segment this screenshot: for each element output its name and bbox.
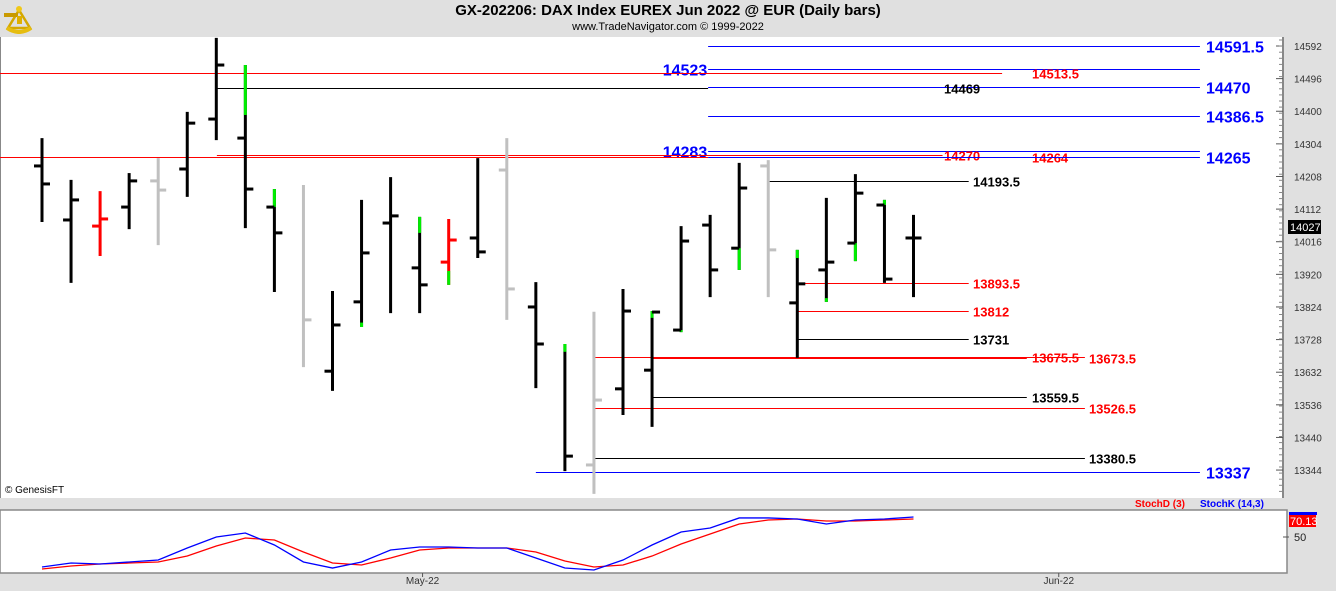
date-axis: May-22 Jun-22	[406, 573, 1074, 587]
stoch-axis-50: 50	[1294, 532, 1306, 544]
level-label: 13559.5	[1032, 391, 1079, 406]
y-tick-label: 13536	[1294, 401, 1322, 412]
sextant-icon	[4, 6, 33, 34]
level-label: 14470	[1206, 81, 1251, 98]
y-tick-label: 13344	[1294, 466, 1322, 477]
level-label: 14591.5	[1206, 40, 1264, 57]
copyright-label: © GenesisFT	[5, 485, 65, 496]
level-label: 13731	[973, 333, 1009, 348]
last-price-label: 14027	[1290, 222, 1321, 234]
y-tick-label: 14592	[1294, 42, 1322, 53]
chart-title: GX-202206: DAX Index EUREX Jun 2022 @ EU…	[455, 2, 881, 19]
level-label: 13812	[973, 305, 1009, 320]
y-tick-label: 14016	[1294, 238, 1322, 249]
level-label: 13893.5	[973, 277, 1020, 292]
level-label: 13675.5	[1032, 351, 1079, 366]
y-tick-label: 14496	[1294, 75, 1322, 86]
level-label: 13380.5	[1089, 452, 1136, 467]
x-tick-label: Jun-22	[1043, 576, 1074, 587]
level-label: 14193.5	[973, 175, 1020, 190]
y-tick-label: 14304	[1294, 140, 1322, 151]
y-tick-label: 14400	[1294, 107, 1322, 118]
price-panel	[0, 37, 1282, 498]
level-label: 13337	[1206, 466, 1251, 483]
stoch-k-legend: StochK (14,3)	[1200, 499, 1264, 510]
y-tick-label: 14112	[1294, 205, 1322, 216]
level-label: 14513.5	[1032, 67, 1079, 82]
level-label: 13673.5	[1089, 352, 1136, 367]
stoch-last-value: 70.13	[1290, 516, 1318, 528]
level-label: 14386.5	[1206, 110, 1264, 127]
level-label: 14469	[944, 82, 980, 97]
stochastic-panel	[0, 509, 1288, 574]
stoch-value-box	[1289, 515, 1316, 527]
price-axis: 14592 14496 14400 14304 14208 14112 14016 13920…	[1276, 39, 1322, 492]
y-tick-label: 14208	[1294, 172, 1322, 183]
level-label: 14265	[1206, 151, 1251, 168]
y-tick-label: 13920	[1294, 270, 1322, 281]
x-tick-label: May-22	[406, 576, 440, 587]
level-label: 14523	[663, 63, 708, 80]
stochastic-lines	[41, 516, 914, 571]
ohlc-bars	[34, 37, 922, 494]
level-label: 14283	[663, 145, 708, 162]
level-label: 14270	[944, 149, 980, 164]
price-levels: 14591.5 14523 14513.5 14470 14469 14386.5 1428…	[0, 40, 1264, 483]
chart-subtitle: www.TradeNavigator.com © 1999-2022	[572, 21, 764, 33]
y-tick-label: 13440	[1294, 433, 1322, 444]
y-tick-label: 13728	[1294, 336, 1322, 347]
stoch-k-marker	[1289, 512, 1317, 515]
stoch-d-legend: StochD (3)	[1135, 499, 1185, 510]
level-label: 13526.5	[1089, 402, 1136, 417]
last-price-box	[1288, 220, 1321, 234]
y-tick-label: 13824	[1294, 303, 1322, 314]
stoch-line-k	[41, 516, 914, 571]
y-tick-label: 13632	[1294, 368, 1322, 379]
